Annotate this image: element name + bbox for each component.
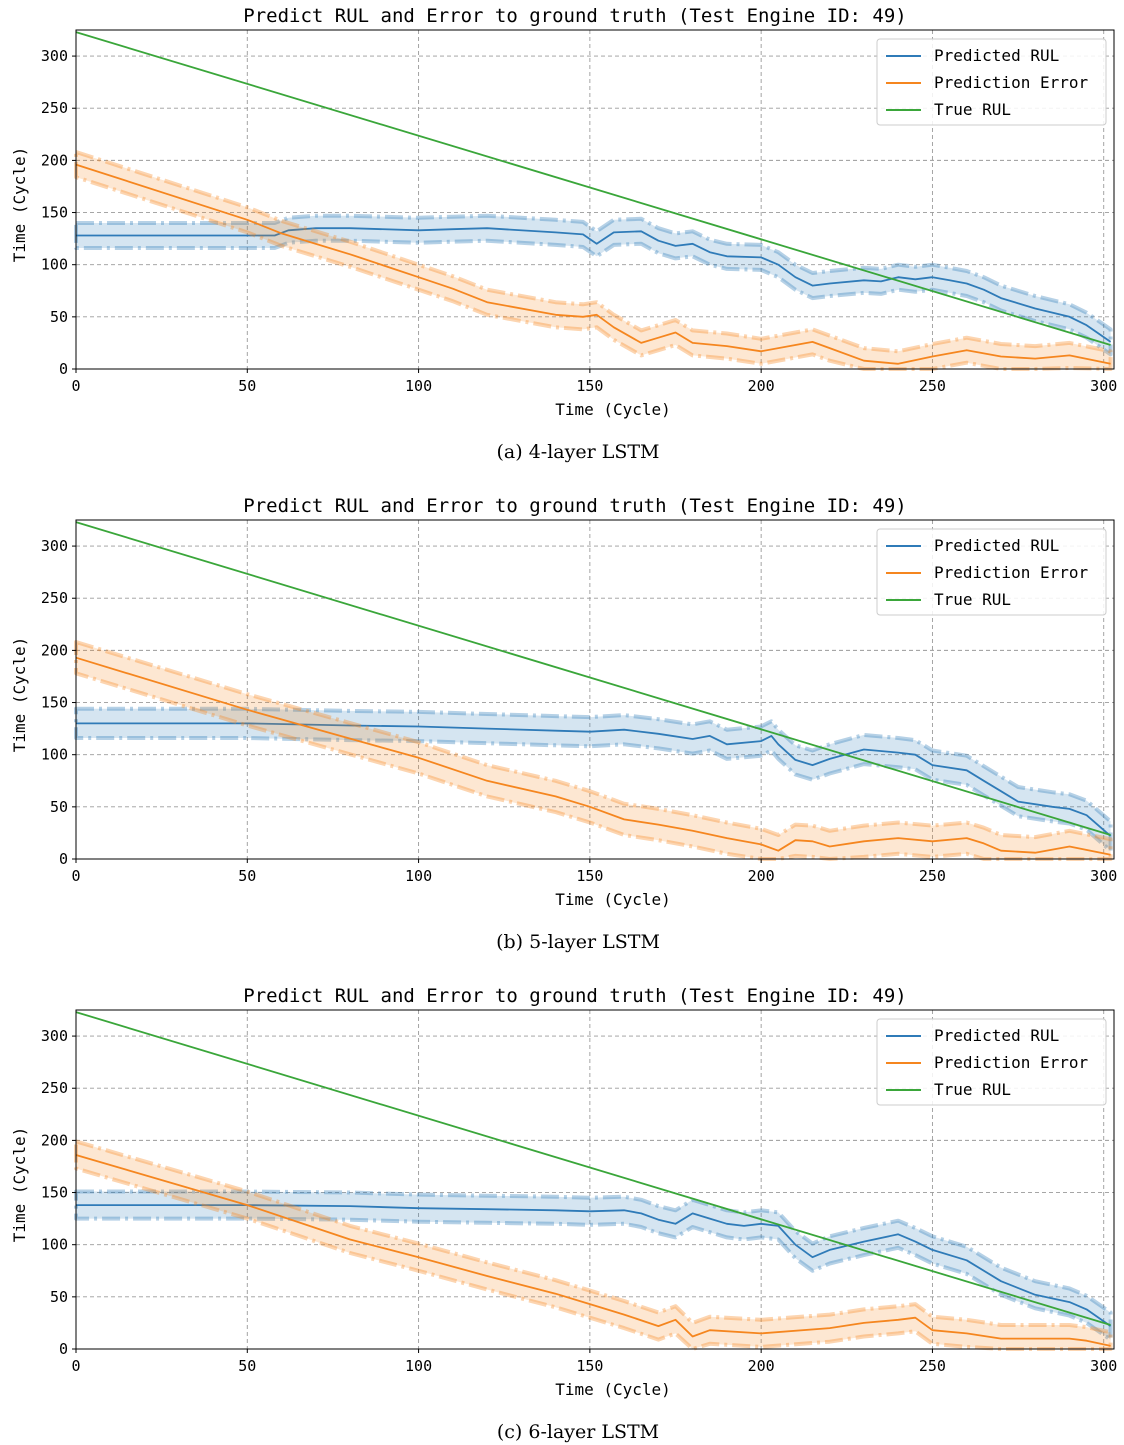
- x-tick-label: 100: [405, 867, 432, 885]
- x-tick-label: 300: [1090, 867, 1117, 885]
- x-tick-label: 250: [919, 867, 946, 885]
- x-tick-label: 200: [748, 377, 775, 395]
- legend-entry: Prediction Error: [934, 1053, 1088, 1072]
- y-tick-label: 200: [41, 1131, 68, 1149]
- figure-caption: (c) 6-layer LSTM: [497, 1421, 659, 1443]
- series-line-0: [76, 1204, 1112, 1327]
- confidence-band-1: [74, 150, 1113, 371]
- x-tick-label: 300: [1090, 377, 1117, 395]
- series-line-1: [75, 1154, 1111, 1347]
- series-line-0: [76, 227, 1112, 343]
- x-tick-label: 0: [71, 377, 80, 395]
- series-line-1: [75, 163, 1111, 365]
- x-axis-label: Time (Cycle): [555, 1380, 671, 1399]
- y-tick-label: 100: [41, 256, 68, 274]
- x-tick-label: 50: [238, 377, 256, 395]
- y-tick-label: 0: [59, 360, 68, 378]
- confidence-band-0: [74, 213, 1113, 357]
- y-tick-label: 200: [41, 641, 68, 659]
- x-axis-label: Time (Cycle): [555, 400, 671, 419]
- legend-entry: Predicted RUL: [934, 1026, 1059, 1045]
- chart-title: Predict RUL and Error to ground truth (T…: [243, 495, 906, 517]
- y-axis-label: Time (Cycle): [10, 1127, 29, 1243]
- legend-entry: True RUL: [934, 100, 1011, 119]
- legend-entry: Prediction Error: [934, 73, 1088, 92]
- x-tick-label: 200: [748, 867, 775, 885]
- series-line-1: [75, 656, 1111, 856]
- x-tick-label: 250: [919, 377, 946, 395]
- legend-box: [876, 38, 1107, 126]
- legend-box: [876, 1018, 1107, 1106]
- legend-entry: Predicted RUL: [934, 536, 1059, 555]
- legend: Predicted RUL Prediction Error True RUL: [876, 38, 1107, 126]
- y-tick-label: 50: [50, 308, 68, 326]
- plot-frame: [75, 519, 1115, 860]
- legend-entry: True RUL: [934, 1080, 1011, 1099]
- y-tick-label: 150: [41, 694, 68, 712]
- figure-caption: (a) 4-layer LSTM: [497, 441, 660, 463]
- x-tick-label: 150: [576, 377, 603, 395]
- x-tick-label: 0: [71, 867, 80, 885]
- y-tick-label: 300: [41, 1027, 68, 1045]
- legend-entry: Predicted RUL: [934, 46, 1059, 65]
- x-tick-label: 100: [405, 1357, 432, 1375]
- confidence-band-0: [74, 1189, 1113, 1342]
- chart-title: Predict RUL and Error to ground truth (T…: [243, 985, 906, 1007]
- x-tick-label: 200: [748, 1357, 775, 1375]
- y-tick-label: 0: [59, 850, 68, 868]
- chart-panel-0: Predict RUL and Error to ground truth (T…: [10, 5, 1117, 463]
- y-axis-label: Time (Cycle): [10, 147, 29, 263]
- legend-entry: Prediction Error: [934, 563, 1088, 582]
- y-tick-label: 100: [41, 1236, 68, 1254]
- y-tick-label: 300: [41, 537, 68, 555]
- x-tick-label: 50: [238, 867, 256, 885]
- x-tick-label: 150: [576, 1357, 603, 1375]
- legend-entry: True RUL: [934, 590, 1011, 609]
- y-tick-label: 200: [41, 151, 68, 169]
- y-tick-label: 250: [41, 99, 68, 117]
- legend: Predicted RUL Prediction Error True RUL: [876, 1018, 1107, 1106]
- chart-panel-1: Predict RUL and Error to ground truth (T…: [10, 495, 1117, 953]
- chart-panel-2: Predict RUL and Error to ground truth (T…: [10, 985, 1117, 1443]
- confidence-band-1: [74, 640, 1113, 861]
- plot-frame: [75, 29, 1115, 370]
- y-tick-label: 300: [41, 47, 68, 65]
- x-axis-label: Time (Cycle): [555, 890, 671, 909]
- y-tick-label: 0: [59, 1340, 68, 1358]
- y-tick-label: 50: [50, 1288, 68, 1306]
- x-tick-label: 250: [919, 1357, 946, 1375]
- x-tick-label: 300: [1090, 1357, 1117, 1375]
- x-tick-label: 150: [576, 867, 603, 885]
- y-tick-label: 100: [41, 746, 68, 764]
- x-tick-label: 100: [405, 377, 432, 395]
- chart-title: Predict RUL and Error to ground truth (T…: [243, 5, 906, 27]
- y-axis-label: Time (Cycle): [10, 637, 29, 753]
- series-line-2: [75, 521, 1111, 836]
- y-tick-label: 250: [41, 589, 68, 607]
- series-line-2: [75, 31, 1111, 346]
- x-tick-label: 50: [238, 1357, 256, 1375]
- plot-frame: [75, 1009, 1115, 1350]
- y-tick-label: 150: [41, 204, 68, 222]
- confidence-band-0: [74, 706, 1113, 853]
- legend-box: [876, 528, 1107, 616]
- legend: Predicted RUL Prediction Error True RUL: [876, 528, 1107, 616]
- series-line-0: [76, 722, 1112, 837]
- figure-caption: (b) 5-layer LSTM: [496, 931, 660, 953]
- series-line-2: [75, 1011, 1111, 1326]
- y-tick-label: 50: [50, 798, 68, 816]
- x-tick-label: 0: [71, 1357, 80, 1375]
- y-tick-label: 250: [41, 1079, 68, 1097]
- y-tick-label: 150: [41, 1184, 68, 1202]
